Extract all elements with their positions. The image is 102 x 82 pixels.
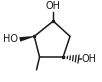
Polygon shape [19, 36, 34, 42]
Text: OH: OH [82, 54, 97, 64]
Text: HO: HO [3, 34, 18, 44]
Text: OH: OH [46, 1, 61, 11]
